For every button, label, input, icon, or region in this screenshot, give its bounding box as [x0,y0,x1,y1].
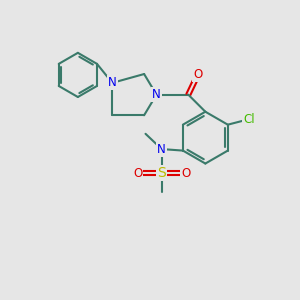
Text: N: N [157,142,166,156]
Text: O: O [133,167,142,180]
Text: O: O [193,68,202,81]
Text: S: S [157,166,166,180]
Text: N: N [108,76,117,89]
Text: O: O [181,167,190,180]
Text: N: N [152,88,161,101]
Text: Cl: Cl [243,113,255,126]
